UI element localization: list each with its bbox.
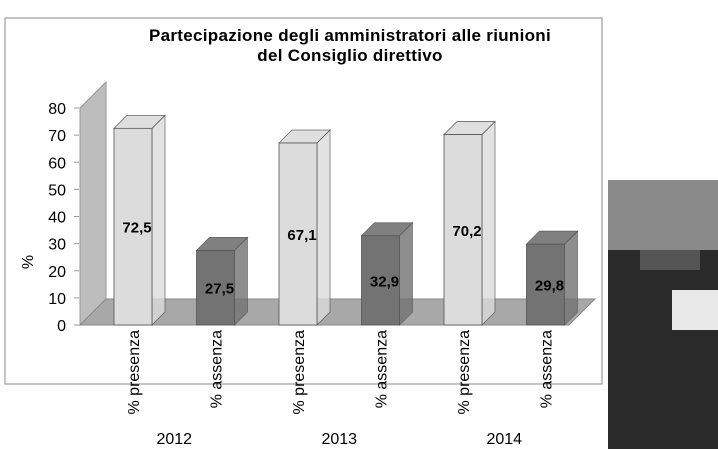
value-label: 72,5: [122, 220, 151, 237]
y-tick-label: 40: [48, 210, 66, 227]
x-tick-label: % presenza: [456, 330, 473, 415]
bar-side: [482, 122, 495, 325]
y-tick-label: 70: [48, 128, 66, 145]
y-tick-label: 30: [48, 237, 66, 254]
value-label: 29,8: [535, 278, 564, 295]
y-tick-label: 0: [57, 318, 66, 335]
value-label: 32,9: [370, 273, 399, 290]
value-label: 70,2: [452, 223, 481, 240]
x-tick-label: % assenza: [209, 330, 226, 408]
page: % 0 10 20 30 40 50 60 70 80 72,5 % presenza 27,5 % a…: [0, 0, 718, 449]
chart: % 0 10 20 30 40 50 60 70 80 72,5 % presenza 27,5 % a…: [0, 0, 718, 449]
y-tick-label: 10: [48, 291, 66, 308]
y-tick-label: 50: [48, 182, 66, 199]
group-label: 2013: [321, 431, 357, 448]
value-label: 67,1: [287, 227, 316, 244]
bar-side: [152, 115, 165, 325]
x-tick-label: % presenza: [291, 330, 308, 415]
bar-side: [400, 223, 413, 325]
bar-side: [317, 130, 330, 325]
chart-title: Partecipazione degli amministratori alle…: [60, 26, 640, 66]
y-tick-label: 20: [48, 264, 66, 281]
bar-side: [565, 231, 578, 325]
x-tick-label: % presenza: [126, 330, 143, 415]
x-tick-label: % assenza: [539, 330, 556, 408]
photo: [608, 180, 718, 449]
value-label: 27,5: [205, 281, 234, 298]
photo-screen: [672, 290, 718, 330]
photo-desk: [640, 250, 700, 270]
group-label: 2014: [486, 431, 522, 448]
y-tick-label: 80: [48, 101, 66, 118]
y-axis-label: %: [20, 255, 37, 269]
side-wall: [80, 82, 106, 325]
photo-wall: [608, 180, 718, 250]
y-tick-label: 60: [48, 155, 66, 172]
bar-side: [235, 237, 248, 325]
x-tick-label: % assenza: [374, 330, 391, 408]
group-label: 2012: [156, 431, 192, 448]
